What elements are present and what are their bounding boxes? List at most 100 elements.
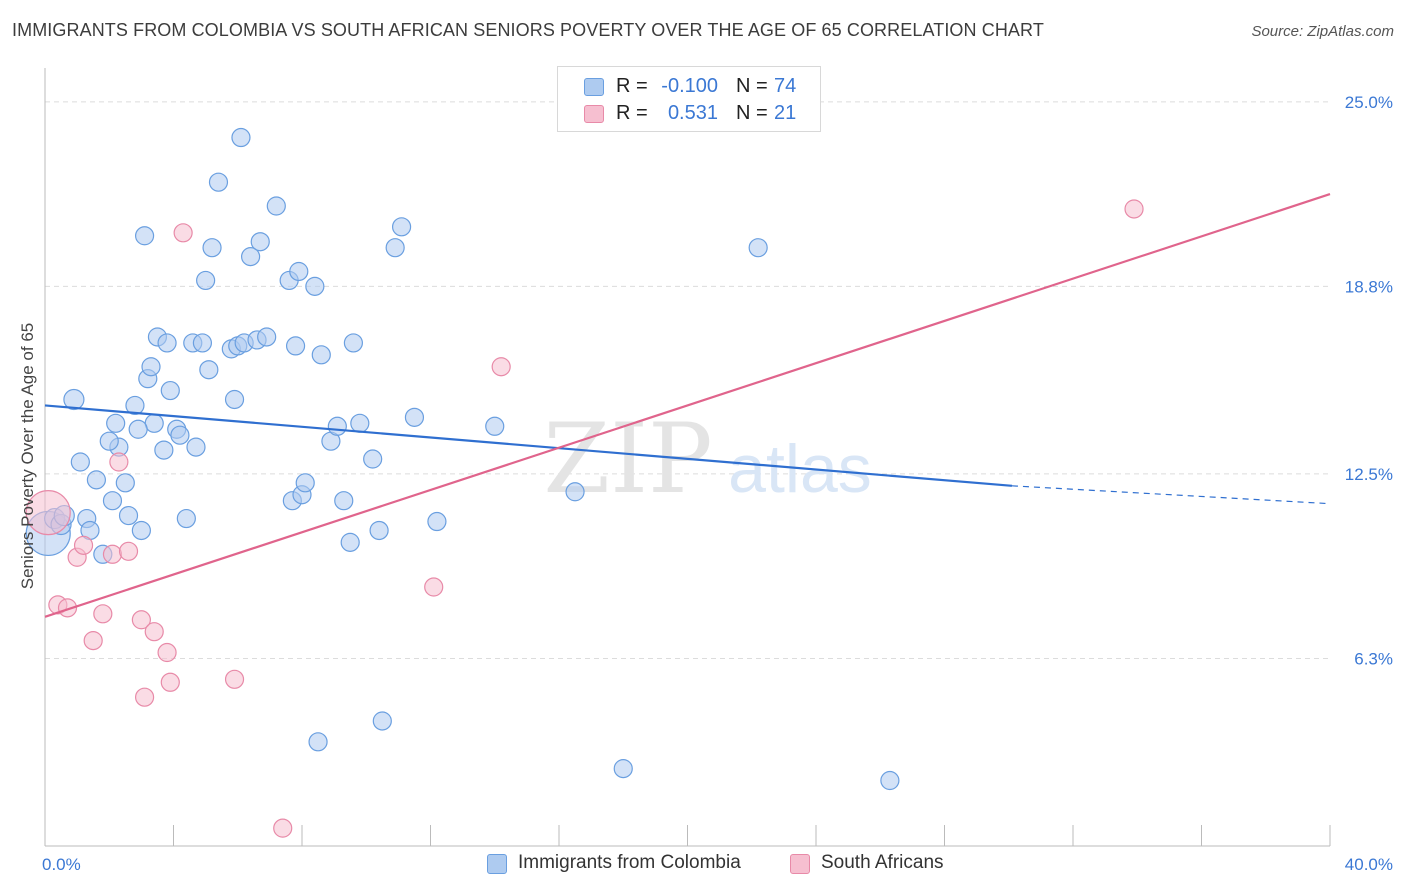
tick-labels: 6.3% 12.5% 18.8% 25.0% 0.0% 40.0% [42,93,1393,874]
legend-row-south-africans: R = 0.531 N = 21 [558,102,820,128]
colombia-point [131,520,151,541]
colombia-point [305,276,325,296]
x-tick-label: 40.0% [1345,855,1393,874]
colombia-point [427,511,447,532]
south-africans-point [109,452,129,472]
colombia-point [340,532,360,552]
chart-title: IMMIGRANTS FROM COLOMBIA VS SOUTH AFRICA… [12,20,1044,40]
south-africans-trend-line [44,193,1331,618]
south-africans-point [134,687,155,707]
legend-r-label: R = [616,102,648,124]
legend-r-value: -0.100 [661,75,718,97]
colombia-point [285,336,306,356]
colombia-point [748,238,768,258]
colombia-point [369,520,389,541]
colombia-point [391,217,412,237]
colombia-point [343,333,363,353]
south-africans-point [424,577,444,597]
colombia-point [86,470,107,490]
colombia-point [308,732,328,752]
y-axis-label: Seniors Poverty Over the Age of 65 [18,323,37,589]
colombia-point [224,389,245,410]
data-points [25,127,1144,838]
legend-swatch-blue [584,78,604,96]
south-africans-point [93,604,113,624]
series-legend-label: South Africans [821,852,944,873]
colombia-point [125,395,145,416]
south-africans-point [160,672,180,692]
colombia-point [99,431,119,451]
colombia-point [199,360,219,380]
watermark: ZIP atlas [543,403,871,515]
colombia-point [327,416,347,436]
colombia-point [106,413,126,433]
y-tick-label: 18.8% [1345,277,1393,296]
colombia-point [350,413,370,433]
y-tick-label: 6.3% [1354,649,1393,668]
colombia-point [157,333,177,353]
source-credit: Source: ZipAtlas.com [1251,23,1394,40]
south-africans-point [1124,199,1144,219]
series-swatch-pink [790,854,810,874]
south-africans-point [144,622,164,642]
colombia-point [196,270,216,291]
colombia-point [880,770,900,791]
colombia-point [102,491,123,511]
colombia-point [170,425,190,445]
trend-lines [44,193,1331,618]
colombia-point [208,172,229,192]
colombia-point [613,759,633,779]
colombia-point [565,482,585,502]
legend-n-label: N = [736,102,768,124]
south-africans-point [491,357,511,377]
colombia-point [63,388,85,411]
colombia-point [186,437,206,457]
y-tick-label: 12.5% [1345,465,1393,484]
south-africans-point [131,610,151,630]
colombia-point [363,449,383,469]
colombia-point [154,440,174,460]
colombia-point [404,407,425,427]
x-tick-label: 0.0% [42,855,81,874]
legend-n-value: 74 [774,75,797,97]
colombia-point [118,505,139,526]
colombia-point [231,127,251,148]
south-africans-point [83,631,103,651]
colombia-point [334,491,354,511]
colombia-point [141,357,161,377]
legend-row-colombia: R = -0.100 N = 74 [558,75,820,101]
colombia-point [144,413,164,433]
colombia-point [128,419,148,439]
series-swatch-blue [487,854,507,874]
south-africans-point [73,535,94,555]
colombia-point [266,196,286,216]
colombia-point [115,473,135,493]
y-tick-label: 25.0% [1345,93,1393,112]
colombia-trend-line [44,404,1013,487]
south-africans-point [102,544,123,564]
axes [44,68,1331,847]
legend-r-label: R = [616,75,648,97]
colombia-point [311,345,331,365]
series-legend: Immigrants from Colombia South Africans [0,852,1406,878]
legend-swatch-pink [584,105,604,123]
legend-r-value: 0.531 [667,102,718,124]
colombia-trend-extension [1011,485,1331,505]
south-africans-point [57,598,78,618]
south-africans-point [157,642,177,663]
colombia-point [160,380,180,401]
colombia-point [70,452,90,472]
colombia-point [295,473,315,493]
colombia-point [176,508,196,529]
legend-n-value: 21 [774,102,797,124]
colombia-point [289,261,309,282]
correlation-legend: R = -0.100 N = 74 R = 0.531 N = 21 [557,66,821,132]
south-africans-point [118,541,139,561]
colombia-point [192,333,213,353]
south-africans-point [224,669,245,689]
colombia-point [485,416,505,436]
grid-lines [45,101,1330,659]
colombia-point [202,238,222,258]
south-africans-point [25,490,71,536]
